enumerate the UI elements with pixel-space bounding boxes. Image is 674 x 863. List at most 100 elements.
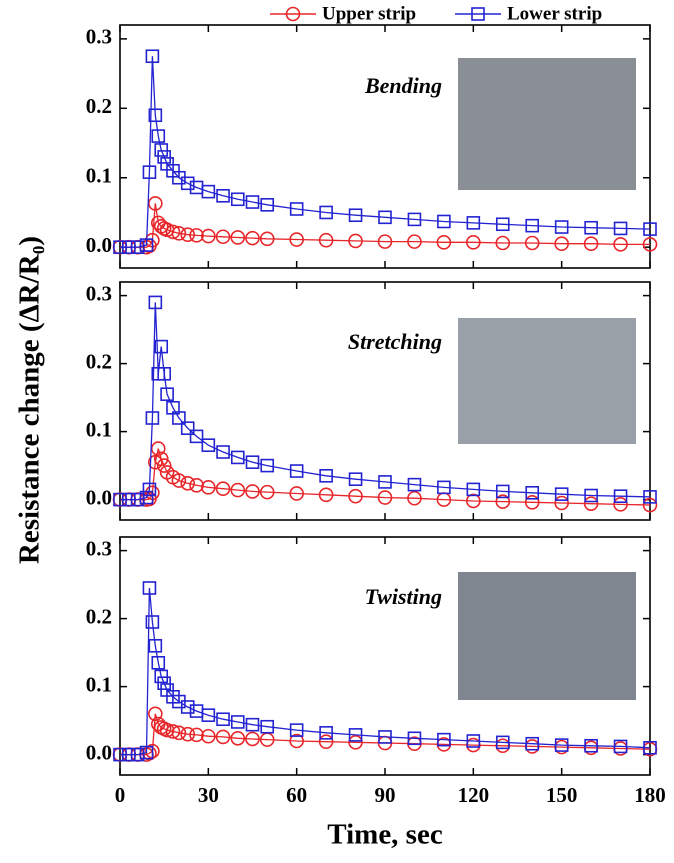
y-tick-label: 0.0	[86, 740, 112, 764]
marker	[148, 196, 163, 211]
marker	[130, 240, 145, 254]
marker	[407, 234, 422, 249]
legend-label: Upper strip	[322, 3, 416, 24]
marker	[289, 733, 304, 749]
marker	[524, 495, 540, 510]
marker	[145, 49, 160, 64]
marker	[215, 229, 231, 245]
marker	[201, 480, 216, 495]
marker	[613, 739, 628, 754]
marker	[245, 484, 260, 499]
marker	[407, 490, 422, 506]
marker	[245, 717, 260, 732]
marker	[524, 235, 540, 251]
marker	[260, 198, 275, 212]
marker	[525, 218, 540, 233]
marker	[613, 497, 628, 512]
x-axis-label: Time, sec	[327, 819, 443, 851]
marker	[437, 480, 451, 495]
marker	[348, 735, 363, 750]
marker	[245, 230, 260, 246]
marker	[554, 738, 569, 752]
x-tick-label: 0	[115, 783, 126, 807]
marker	[180, 227, 196, 242]
marker	[643, 490, 657, 504]
marker	[215, 729, 231, 745]
x-tick-label: 60	[286, 783, 307, 807]
marker	[643, 740, 657, 755]
marker	[584, 220, 598, 235]
marker	[216, 188, 230, 203]
marker	[189, 228, 204, 243]
marker	[189, 478, 204, 493]
marker	[157, 366, 171, 381]
marker	[153, 451, 169, 467]
marker	[148, 706, 163, 722]
marker	[642, 497, 658, 513]
marker	[245, 455, 260, 470]
marker	[145, 615, 160, 629]
y-tick-label: 0.3	[86, 25, 112, 49]
marker	[245, 731, 260, 747]
marker	[642, 237, 658, 252]
marker	[407, 212, 422, 227]
annotation: Twisting	[365, 584, 442, 609]
marker	[319, 205, 333, 220]
marker	[495, 217, 510, 232]
marker	[259, 484, 275, 500]
marker	[172, 411, 186, 425]
marker	[189, 727, 204, 743]
marker	[437, 214, 451, 229]
series-line	[120, 713, 651, 756]
marker	[122, 747, 136, 762]
marker	[148, 295, 163, 310]
marker	[466, 482, 481, 497]
inset-photo	[458, 572, 636, 700]
series-line	[120, 56, 651, 248]
marker	[189, 429, 204, 444]
marker	[171, 473, 187, 488]
marker	[165, 224, 181, 240]
plot-frame	[119, 536, 651, 776]
marker	[142, 165, 157, 179]
marker	[495, 494, 511, 509]
marker	[378, 210, 392, 225]
marker	[113, 747, 127, 762]
plot-frame	[119, 281, 651, 521]
marker	[122, 240, 136, 254]
marker	[145, 411, 160, 425]
marker	[230, 192, 245, 207]
y-tick-label: 0.3	[86, 281, 112, 305]
marker	[113, 240, 127, 254]
marker	[260, 458, 275, 473]
marker	[348, 488, 363, 504]
marker	[495, 235, 511, 251]
marker	[148, 108, 163, 123]
marker	[230, 715, 245, 729]
marker	[525, 485, 540, 500]
marker	[554, 236, 569, 251]
marker	[289, 464, 304, 478]
marker	[348, 233, 363, 249]
y-tick-label: 0.1	[86, 672, 112, 696]
marker	[216, 712, 230, 727]
marker	[180, 475, 196, 491]
marker	[171, 725, 187, 741]
marker	[201, 184, 216, 199]
marker	[201, 228, 216, 244]
marker	[318, 487, 334, 503]
marker	[378, 475, 392, 489]
marker	[436, 235, 452, 250]
y-tick-label: 0.1	[86, 164, 112, 188]
marker	[348, 472, 363, 487]
marker	[113, 492, 127, 507]
marker	[151, 129, 166, 143]
marker	[378, 730, 392, 744]
marker	[230, 482, 246, 498]
marker	[377, 234, 393, 249]
marker	[348, 728, 363, 742]
marker	[466, 216, 481, 230]
series-line	[120, 587, 651, 756]
y-tick-label: 0.2	[86, 604, 112, 628]
marker	[643, 222, 657, 236]
